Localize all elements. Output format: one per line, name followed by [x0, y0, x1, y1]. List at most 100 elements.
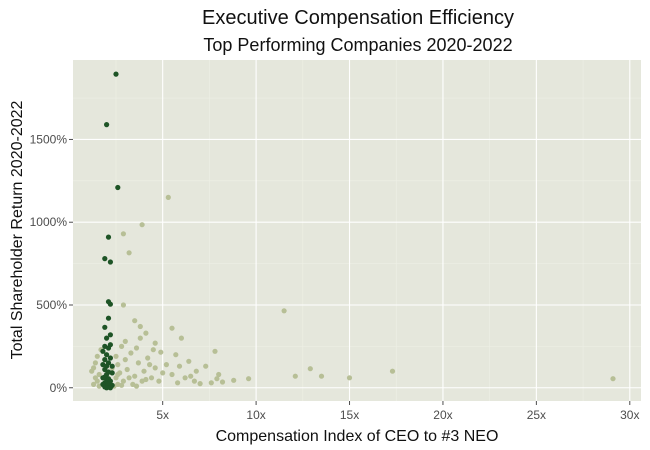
- y-tick-label: 1000%: [30, 215, 68, 229]
- data-point: [126, 250, 132, 256]
- data-point: [610, 376, 616, 382]
- data-point: [346, 375, 353, 381]
- highlight-data-point: [109, 370, 115, 376]
- data-point: [158, 349, 164, 355]
- minor-gridlines: [73, 60, 641, 401]
- x-tick-label: 25x: [527, 408, 546, 422]
- data-point: [139, 222, 145, 228]
- data-point: [160, 370, 166, 376]
- data-point: [191, 378, 197, 384]
- data-point: [133, 345, 140, 351]
- highlight-data-point: [100, 348, 106, 354]
- data-point: [188, 373, 194, 379]
- data-point: [169, 371, 175, 378]
- data-point: [96, 371, 102, 378]
- data-point: [186, 358, 192, 364]
- data-point: [165, 194, 171, 200]
- highlight-data-point: [107, 355, 113, 361]
- data-point: [120, 302, 126, 308]
- data-point: [203, 363, 209, 369]
- data-point: [143, 376, 149, 383]
- data-point: [193, 368, 199, 374]
- y-axis-title: Total Shareholder Return 2020-2022: [9, 100, 26, 359]
- y-tick-label: 1500%: [30, 132, 68, 146]
- data-point: [94, 353, 100, 359]
- data-point: [292, 373, 298, 379]
- data-point: [137, 335, 143, 341]
- data-point: [135, 360, 141, 366]
- highlight-data-point: [109, 382, 115, 388]
- data-point: [132, 318, 138, 324]
- x-axis-title: Compensation Index of CEO to #3 NEO: [216, 428, 499, 445]
- highlight-data-point: [105, 234, 112, 240]
- data-point: [318, 373, 325, 379]
- highlight-data-point: [113, 71, 119, 77]
- x-tick-label: 15x: [340, 408, 359, 422]
- data-point: [113, 353, 119, 359]
- x-tick-label: 5x: [156, 408, 169, 422]
- data-point: [173, 352, 179, 358]
- x-tick-label: 20x: [433, 408, 452, 422]
- highlight-data-point: [100, 375, 106, 381]
- data-point: [143, 330, 149, 336]
- data-point: [212, 348, 218, 354]
- data-point: [156, 378, 162, 384]
- y-tick-label: 500%: [36, 298, 67, 312]
- highlight-data-point: [107, 259, 113, 265]
- highlight-data-point: [104, 385, 110, 391]
- data-point: [152, 365, 158, 371]
- data-point: [148, 375, 155, 381]
- data-point: [307, 366, 313, 372]
- highlight-data-point: [107, 332, 113, 338]
- highlight-data-point: [104, 352, 110, 358]
- data-point: [219, 379, 226, 385]
- data-point: [178, 335, 184, 341]
- data-point: [119, 382, 125, 388]
- data-point: [137, 323, 143, 330]
- data-point: [197, 381, 203, 387]
- data-point: [176, 363, 183, 369]
- data-point: [132, 373, 138, 379]
- data-point: [91, 381, 97, 387]
- highlight-data-point: [105, 315, 112, 321]
- data-point: [231, 377, 237, 383]
- data-point: [141, 368, 147, 374]
- chart-subtitle: Top Performing Companies 2020-2022: [203, 35, 512, 55]
- data-point: [133, 383, 140, 389]
- plot-panel: [73, 60, 641, 401]
- data-point: [92, 360, 98, 366]
- data-point: [122, 357, 128, 363]
- highlight-data-point: [100, 362, 106, 368]
- data-point: [115, 362, 121, 368]
- highlight-data-point: [107, 378, 113, 384]
- highlight-data-point: [107, 342, 113, 348]
- data-point: [175, 380, 181, 386]
- y-axis-ticks: 0% 500% 1000% 1500%: [30, 132, 73, 395]
- data-points: [89, 71, 616, 391]
- data-point: [126, 375, 132, 381]
- data-point: [281, 308, 287, 314]
- highlight-data-point: [100, 381, 106, 387]
- highlight-data-point: [107, 301, 113, 307]
- highlight-data-point: [115, 184, 121, 191]
- data-point: [119, 343, 125, 349]
- data-point: [163, 362, 169, 368]
- data-point: [120, 231, 126, 237]
- highlight-data-point: [102, 324, 108, 330]
- highlight-data-point: [104, 122, 110, 128]
- data-point: [91, 365, 97, 371]
- data-point: [145, 355, 151, 361]
- data-point: [124, 366, 130, 373]
- highlight-data-point: [102, 366, 108, 373]
- major-gridlines: [73, 60, 641, 401]
- y-tick-label: 0%: [50, 381, 68, 395]
- data-point: [182, 375, 188, 381]
- highlight-data-point: [104, 335, 110, 341]
- x-axis-ticks: 5x 10x 15x 20x 25x 30x: [156, 401, 639, 422]
- chart-title: Executive Compensation Efficiency: [202, 7, 514, 29]
- data-point: [389, 368, 396, 374]
- data-point: [122, 338, 128, 344]
- data-point: [120, 378, 126, 384]
- data-point: [92, 375, 98, 381]
